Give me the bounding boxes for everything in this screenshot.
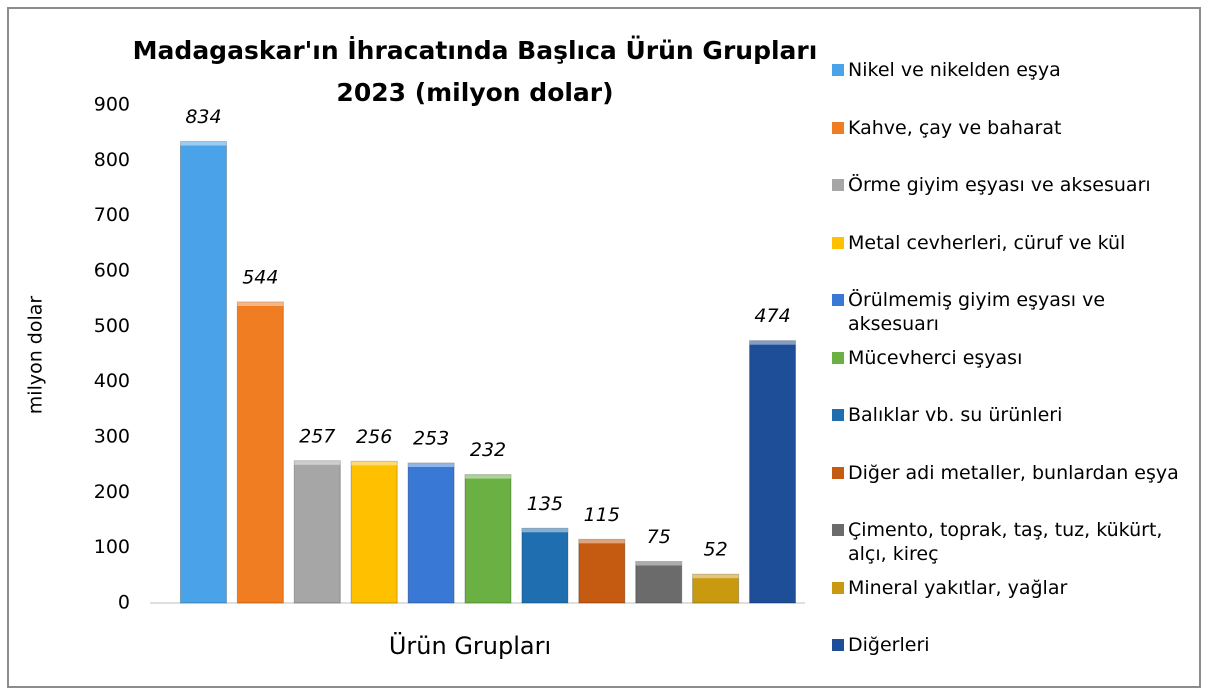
data-label: 52	[704, 539, 728, 561]
legend-item: Kahve, çay ve baharat	[832, 116, 1192, 140]
legend-swatch	[832, 466, 844, 479]
y-tick-label: 0	[118, 592, 130, 614]
data-label: 75	[647, 526, 671, 548]
legend-label: Nikel ve nikelden eşya	[848, 59, 1061, 81]
bar	[350, 460, 398, 604]
bar	[692, 573, 740, 604]
legend-item: Metal cevherleri, cüruf ve kül	[832, 231, 1192, 255]
legend-item: Balıklar vb. su ürünleri	[832, 403, 1192, 427]
bar	[521, 527, 569, 604]
bar-highlight	[635, 561, 682, 566]
legend-label: Örülmemiş giyim eşyası ve aksesuarı	[848, 289, 1106, 335]
data-label: 115	[584, 504, 620, 526]
bar	[407, 462, 455, 604]
y-tick-label: 300	[94, 426, 130, 448]
x-axis-title: Ürün Grupları	[389, 631, 551, 660]
legend-swatch	[832, 121, 844, 134]
y-tick-label: 600	[94, 260, 130, 282]
y-tick-label: 500	[94, 315, 130, 337]
legend-label: Çimento, toprak, taş, tuz, kükürt, alçı,…	[848, 519, 1163, 565]
legend-swatch	[832, 351, 844, 364]
bar	[293, 460, 341, 604]
bar	[578, 538, 626, 604]
legend-swatch	[832, 236, 844, 249]
legend-label: Mineral yakıtlar, yağlar	[848, 576, 1068, 599]
legend-label: Diğer adi metaller, bunlardan eşya	[848, 461, 1179, 484]
legend-item: Örülmemiş giyim eşyası ve aksesuarı	[832, 288, 1192, 336]
data-label: 544	[242, 266, 278, 288]
legend-swatch	[832, 64, 844, 76]
y-tick-label: 400	[94, 370, 130, 392]
bar-highlight	[408, 463, 455, 468]
bar-highlight	[294, 460, 341, 465]
data-label: 257	[299, 425, 335, 447]
bar-highlight	[180, 141, 227, 146]
data-label: 253	[413, 428, 449, 450]
bar-highlight	[237, 301, 284, 306]
legend-item: Nikel ve nikelden eşya	[832, 58, 1192, 82]
bar	[749, 340, 797, 604]
data-label: 135	[527, 493, 563, 515]
legend-label: Mücevherci eşyası	[848, 346, 1023, 369]
legend-swatch	[832, 294, 844, 306]
legend-item: Diğer adi metaller, bunlardan eşya	[832, 461, 1192, 485]
bar	[236, 301, 284, 604]
y-axis-title: milyon dolar	[25, 296, 47, 415]
bar-highlight	[351, 461, 398, 466]
data-label: 474	[754, 305, 790, 327]
legend-swatch	[832, 639, 844, 651]
legend-item: Örme giyim eşyası ve aksesuarı	[832, 173, 1192, 197]
bar-highlight	[578, 539, 625, 544]
y-tick-label: 200	[94, 481, 130, 503]
legend-label: Balıklar vb. su ürünleri	[848, 404, 1063, 426]
legend-item: Diğerleri	[832, 633, 1192, 657]
legend-swatch	[832, 409, 844, 421]
bar-highlight	[465, 474, 511, 479]
y-tick-label: 700	[94, 204, 130, 226]
bar	[464, 474, 512, 604]
legend-label: Örme giyim eşyası ve aksesuarı	[848, 174, 1151, 196]
legend-swatch	[832, 581, 844, 594]
bar-highlight	[692, 574, 739, 579]
legend-swatch	[832, 179, 844, 191]
bar	[635, 561, 683, 604]
legend-label: Metal cevherleri, cüruf ve kül	[848, 231, 1126, 254]
legend-label: Diğerleri	[848, 634, 930, 656]
data-label: 232	[470, 439, 506, 461]
legend-item: Mineral yakıtlar, yağlar	[832, 576, 1192, 600]
data-label: 256	[356, 426, 392, 448]
legend-label: Kahve, çay ve baharat	[848, 116, 1062, 139]
frame	[7, 7, 1201, 688]
y-tick-label: 100	[94, 536, 130, 558]
legend-item: Çimento, toprak, taş, tuz, kükürt, alçı,…	[832, 518, 1192, 566]
legend-item: Mücevherci eşyası	[832, 346, 1192, 370]
y-tick-label: 900	[94, 94, 130, 116]
bar-highlight	[521, 528, 568, 533]
bar	[179, 141, 227, 604]
y-tick-label: 800	[94, 149, 130, 171]
chart-title: Madagaskar'ın İhracatında Başlıca Ürün G…	[132, 36, 818, 107]
data-label: 834	[185, 106, 221, 128]
legend-swatch	[832, 524, 844, 536]
bar-highlight	[749, 340, 796, 345]
